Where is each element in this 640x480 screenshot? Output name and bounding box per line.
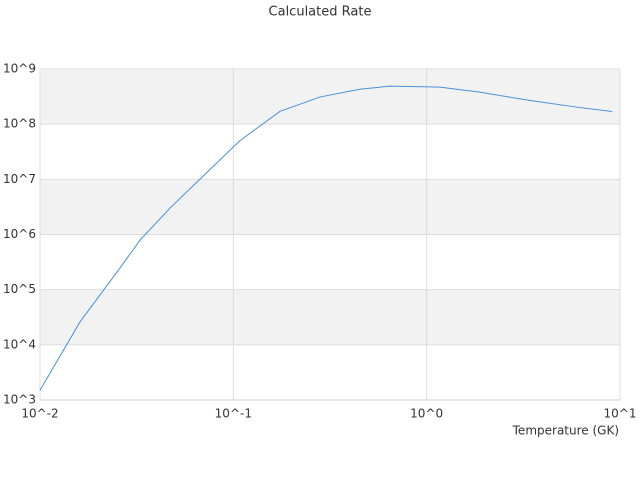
x-tick-label: 10^1 bbox=[604, 407, 637, 421]
grid-band bbox=[40, 69, 620, 125]
y-tick-label: 10^9 bbox=[3, 62, 36, 76]
chart-title: Calculated Rate bbox=[269, 5, 372, 20]
y-tick-label: 10^5 bbox=[3, 282, 36, 296]
x-tick-label: 10^-1 bbox=[215, 407, 252, 421]
y-tick-label: 10^3 bbox=[3, 393, 36, 407]
grid-band bbox=[40, 179, 620, 235]
x-tick-label: 10^0 bbox=[410, 407, 443, 421]
y-tick-label: 10^7 bbox=[3, 172, 36, 186]
line-series bbox=[39, 85, 613, 391]
y-tick-label: 10^6 bbox=[3, 227, 36, 241]
y-tick-label: 10^4 bbox=[3, 337, 36, 351]
grid-band bbox=[40, 289, 620, 345]
x-tick-label: 10^-2 bbox=[21, 407, 58, 421]
x-axis-label: Temperature (GK) bbox=[512, 424, 619, 438]
y-tick-label: 10^8 bbox=[3, 117, 36, 131]
